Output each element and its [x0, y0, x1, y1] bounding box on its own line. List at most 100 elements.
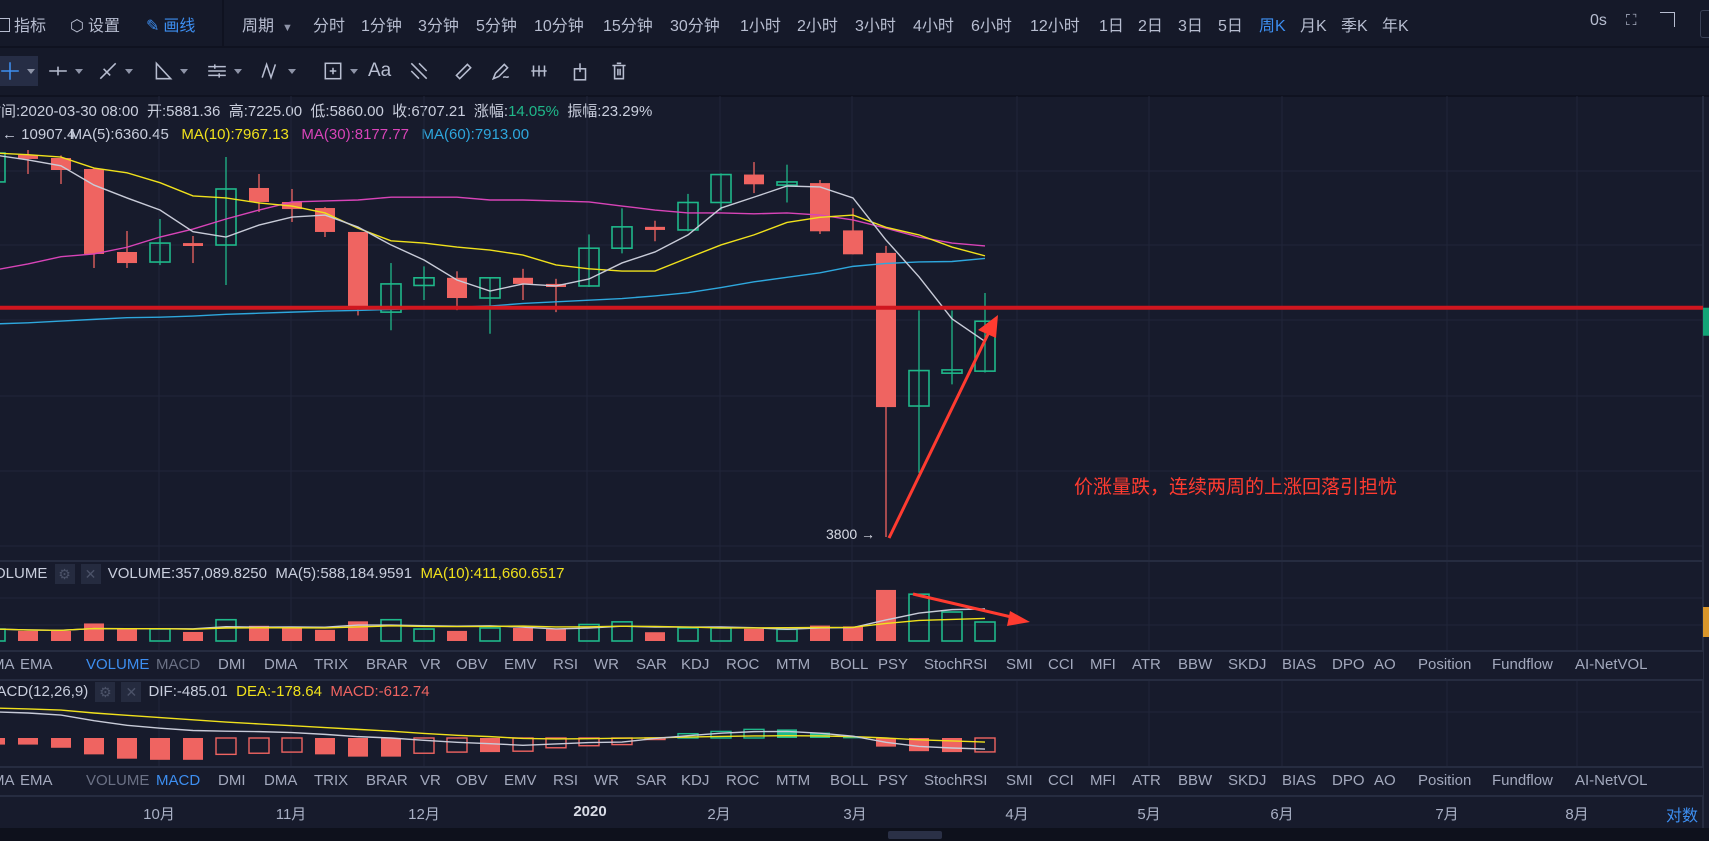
- tab-mtm[interactable]: MTM: [776, 772, 811, 789]
- lock-tool[interactable]: [569, 56, 591, 86]
- pencil-tool[interactable]: [490, 56, 512, 86]
- parallel-lines-tool[interactable]: [206, 56, 242, 86]
- tab-fundflow[interactable]: Fundflow: [1492, 656, 1553, 673]
- tab-skdj[interactable]: SKDJ: [1228, 656, 1267, 673]
- tab-kdj[interactable]: KDJ: [681, 772, 710, 789]
- tab-kdj[interactable]: KDJ: [681, 656, 710, 673]
- tab-mfi[interactable]: MFI: [1090, 772, 1116, 789]
- tab-trix[interactable]: TRIX: [314, 772, 349, 789]
- tab-position[interactable]: Position: [1418, 772, 1472, 789]
- tab-emv[interactable]: EMV: [504, 656, 537, 673]
- measure-tool[interactable]: [408, 56, 430, 86]
- tab-ema[interactable]: EMA: [20, 772, 53, 789]
- tab-psy[interactable]: PSY: [878, 772, 909, 789]
- tab-trix[interactable]: TRIX: [314, 656, 349, 673]
- chevron-down-icon[interactable]: [180, 68, 188, 74]
- tab-bbw[interactable]: BBW: [1178, 656, 1213, 673]
- tab-stochrsi[interactable]: StochRSI: [924, 772, 988, 789]
- tab-brar[interactable]: BRAR: [366, 656, 408, 673]
- chain-tool[interactable]: [528, 56, 550, 86]
- period-12[interactable]: 12小时: [1030, 18, 1080, 35]
- tab-macd[interactable]: MACD: [156, 772, 201, 789]
- tab-fundflow[interactable]: Fundflow: [1492, 772, 1553, 789]
- period-7[interactable]: 1小时: [740, 18, 781, 35]
- trash-tool[interactable]: [608, 56, 630, 86]
- tab-ao[interactable]: AO: [1374, 656, 1396, 673]
- tab-bbw[interactable]: BBW: [1178, 772, 1213, 789]
- tab-brar[interactable]: BRAR: [366, 772, 408, 789]
- period-0[interactable]: 分时: [313, 18, 346, 35]
- ruler-tool[interactable]: [452, 56, 474, 86]
- log-scale-toggle[interactable]: 对数: [1666, 808, 1699, 825]
- tab-roc[interactable]: ROC: [726, 772, 760, 789]
- tab-cci[interactable]: CCI: [1048, 772, 1074, 789]
- tab-dma[interactable]: DMA: [264, 772, 298, 789]
- tab-ma[interactable]: MA: [0, 656, 15, 673]
- indicators-button[interactable]: 指标: [0, 12, 46, 36]
- tab-sar[interactable]: SAR: [636, 772, 667, 789]
- tab-dma[interactable]: DMA: [264, 656, 298, 673]
- period-8[interactable]: 2小时: [797, 18, 838, 35]
- add-window-icon[interactable]: [1660, 12, 1675, 32]
- period-11[interactable]: 6小时: [971, 18, 1012, 35]
- tab-macd[interactable]: MACD: [156, 656, 201, 673]
- tab-volume[interactable]: VOLUME: [86, 772, 150, 789]
- tab-vr[interactable]: VR: [420, 772, 441, 789]
- period-1[interactable]: 1分钟: [361, 18, 402, 35]
- period-14[interactable]: 2日: [1138, 18, 1163, 35]
- angle-tool[interactable]: [152, 56, 188, 86]
- tab-boll[interactable]: BOLL: [830, 772, 869, 789]
- gear-icon[interactable]: ⚙: [95, 682, 116, 702]
- chevron-down-icon[interactable]: [75, 68, 83, 74]
- tab-mfi[interactable]: MFI: [1090, 656, 1116, 673]
- crosshair-tool[interactable]: [0, 56, 38, 86]
- period-4[interactable]: 10分钟: [534, 18, 584, 35]
- scrollbar-handle[interactable]: [888, 831, 942, 839]
- period-3[interactable]: 5分钟: [476, 18, 517, 35]
- tab-obv[interactable]: OBV: [456, 656, 488, 673]
- tab-position[interactable]: Position: [1418, 656, 1472, 673]
- chevron-down-icon[interactable]: [350, 68, 358, 74]
- rectangle-tool[interactable]: [322, 56, 358, 86]
- chevron-down-icon[interactable]: [27, 68, 35, 74]
- tab-mtm[interactable]: MTM: [776, 656, 811, 673]
- tab-roc[interactable]: ROC: [726, 656, 760, 673]
- tab-skdj[interactable]: SKDJ: [1228, 772, 1267, 789]
- tab-rsi[interactable]: RSI: [553, 772, 579, 789]
- period-19[interactable]: 季K: [1341, 18, 1368, 35]
- tab-ai-netvol[interactable]: AI-NetVOL: [1575, 772, 1648, 789]
- period-6[interactable]: 30分钟: [670, 18, 720, 35]
- draw-button[interactable]: ✎ 画线: [146, 18, 196, 35]
- chevron-down-icon[interactable]: [125, 68, 133, 74]
- tab-wr[interactable]: WR: [594, 772, 619, 789]
- chevron-down-icon[interactable]: [234, 68, 242, 74]
- tab-ao[interactable]: AO: [1374, 772, 1396, 789]
- tab-ma[interactable]: MA: [0, 772, 15, 789]
- tab-dmi[interactable]: DMI: [218, 772, 246, 789]
- tab-rsi[interactable]: RSI: [553, 656, 579, 673]
- tab-boll[interactable]: BOLL: [830, 656, 869, 673]
- tab-vr[interactable]: VR: [420, 656, 441, 673]
- tab-bias[interactable]: BIAS: [1282, 772, 1317, 789]
- ray-tool[interactable]: [97, 56, 133, 86]
- chevron-down-icon[interactable]: [288, 68, 296, 74]
- period-16[interactable]: 5日: [1218, 18, 1243, 35]
- period-2[interactable]: 3分钟: [418, 18, 459, 35]
- tab-bias[interactable]: BIAS: [1282, 656, 1317, 673]
- period-10[interactable]: 4小时: [913, 18, 954, 35]
- tab-ai-netvol[interactable]: AI-NetVOL: [1575, 656, 1648, 673]
- layout-button[interactable]: [1700, 10, 1709, 38]
- period-13[interactable]: 1日: [1099, 18, 1124, 35]
- period-9[interactable]: 3小时: [855, 18, 896, 35]
- tab-dpo[interactable]: DPO: [1332, 772, 1365, 789]
- period-17[interactable]: 周K: [1259, 18, 1286, 35]
- tab-stochrsi[interactable]: StochRSI: [924, 656, 988, 673]
- close-icon[interactable]: ✕: [121, 682, 142, 702]
- tab-dmi[interactable]: DMI: [218, 656, 246, 673]
- fullscreen-icon[interactable]: ⛶: [1626, 12, 1637, 29]
- period-20[interactable]: 年K: [1382, 18, 1409, 35]
- tab-obv[interactable]: OBV: [456, 772, 488, 789]
- period-18[interactable]: 月K: [1300, 18, 1327, 35]
- settings-button[interactable]: ⬡ 设置: [70, 18, 120, 35]
- tab-cci[interactable]: CCI: [1048, 656, 1074, 673]
